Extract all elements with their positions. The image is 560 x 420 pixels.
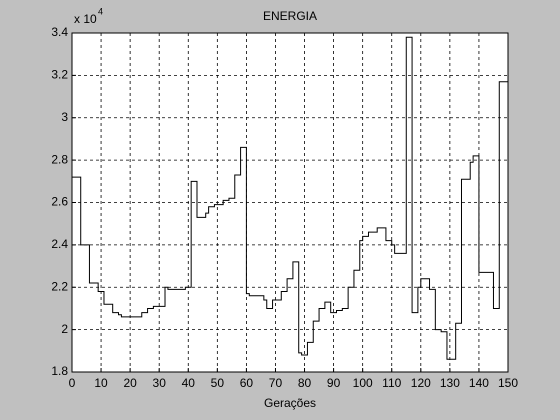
x-axis-label: Gerações <box>264 396 316 410</box>
y-tick-label: 2 <box>61 322 68 336</box>
x-tick-label: 120 <box>411 376 431 390</box>
chart-title: ENERGIA <box>263 9 317 23</box>
x-tick-label: 40 <box>182 376 196 390</box>
x-tick-label: 50 <box>211 376 225 390</box>
x-tick-label: 90 <box>327 376 341 390</box>
y-multiplier-exponent: 4 <box>98 6 103 16</box>
x-tick-label: 80 <box>298 376 312 390</box>
x-tick-label: 140 <box>469 376 489 390</box>
x-tick-label: 110 <box>382 376 401 390</box>
y-tick-label: 1.8 <box>51 364 68 378</box>
y-tick-label: 3 <box>61 110 68 124</box>
y-tick-label: 2.6 <box>51 195 68 209</box>
y-tick-label: 3.2 <box>51 68 68 82</box>
y-multiplier: x 10 <box>74 12 97 26</box>
y-tick-label: 2.4 <box>51 237 68 251</box>
x-tick-label: 150 <box>498 376 518 390</box>
x-tick-label: 100 <box>353 376 373 390</box>
y-tick-label: 2.2 <box>51 279 68 293</box>
x-tick-label: 130 <box>440 376 460 390</box>
x-tick-label: 60 <box>240 376 254 390</box>
x-tick-label: 70 <box>269 376 283 390</box>
x-tick-label: 30 <box>153 376 167 390</box>
x-tick-label: 10 <box>94 376 108 390</box>
stairs-line <box>72 36 508 360</box>
x-tick-label: 0 <box>69 376 76 390</box>
x-tick-label: 20 <box>123 376 137 390</box>
y-tick-label: 2.8 <box>51 152 68 166</box>
y-tick-label: 3.4 <box>51 25 68 39</box>
